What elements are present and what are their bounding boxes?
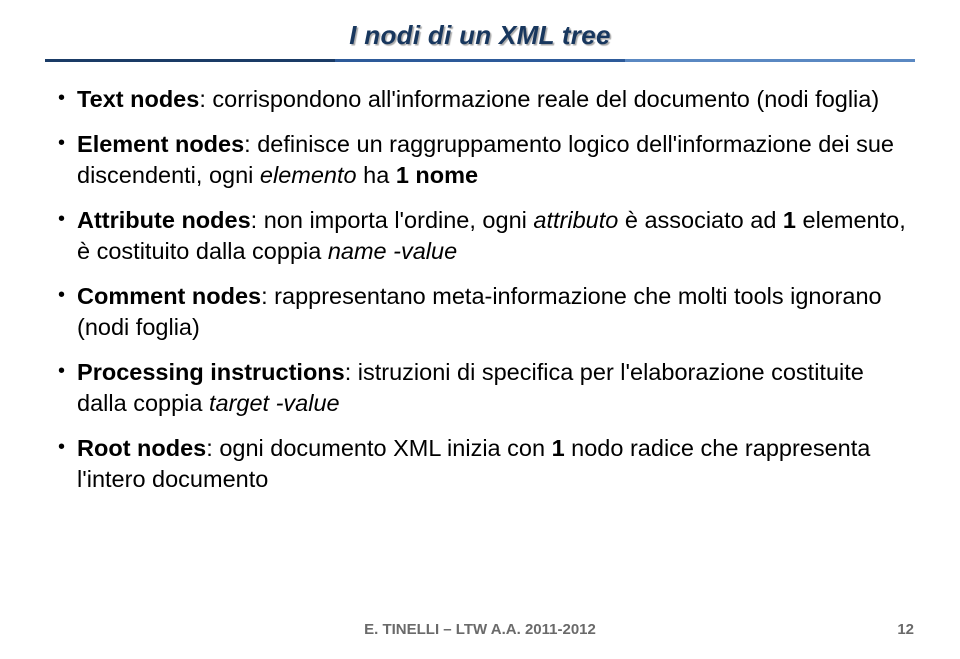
bullet-icon: •: [58, 84, 65, 112]
footer: E. TINELLI – LTW A.A. 2011-2012 12: [0, 621, 960, 639]
bullet-text: Element nodes: definisce un raggruppamen…: [77, 129, 910, 191]
bullet-item: • Comment nodes: rappresentano meta-info…: [58, 281, 910, 343]
title-wrap: I nodi di un XML tree: [40, 20, 920, 51]
bullet-item: • Root nodes: ogni documento XML inizia …: [58, 433, 910, 495]
footer-text: E. TINELLI – LTW A.A. 2011-2012: [364, 621, 596, 638]
bullet-item: • Text nodes: corrispondono all'informaz…: [58, 84, 910, 115]
bullet-icon: •: [58, 281, 65, 309]
bullet-text: Processing instructions: istruzioni di s…: [77, 357, 910, 419]
bullet-item: • Element nodes: definisce un raggruppam…: [58, 129, 910, 191]
bullet-icon: •: [58, 357, 65, 385]
page-number: 12: [897, 621, 914, 638]
divider-rule: [45, 59, 915, 62]
bullet-icon: •: [58, 129, 65, 157]
bullet-icon: •: [58, 433, 65, 461]
bullet-icon: •: [58, 205, 65, 233]
bullet-text: Text nodes: corrispondono all'informazio…: [77, 84, 879, 115]
slide-title: I nodi di un XML tree: [349, 20, 611, 51]
bullet-text: Comment nodes: rappresentano meta-inform…: [77, 281, 910, 343]
bullet-item: • Attribute nodes: non importa l'ordine,…: [58, 205, 910, 267]
bullet-text: Root nodes: ogni documento XML inizia co…: [77, 433, 910, 495]
content-area: • Text nodes: corrispondono all'informaz…: [40, 84, 920, 495]
bullet-text: Attribute nodes: non importa l'ordine, o…: [77, 205, 910, 267]
bullet-item: • Processing instructions: istruzioni di…: [58, 357, 910, 419]
slide: I nodi di un XML tree • Text nodes: corr…: [0, 0, 960, 659]
